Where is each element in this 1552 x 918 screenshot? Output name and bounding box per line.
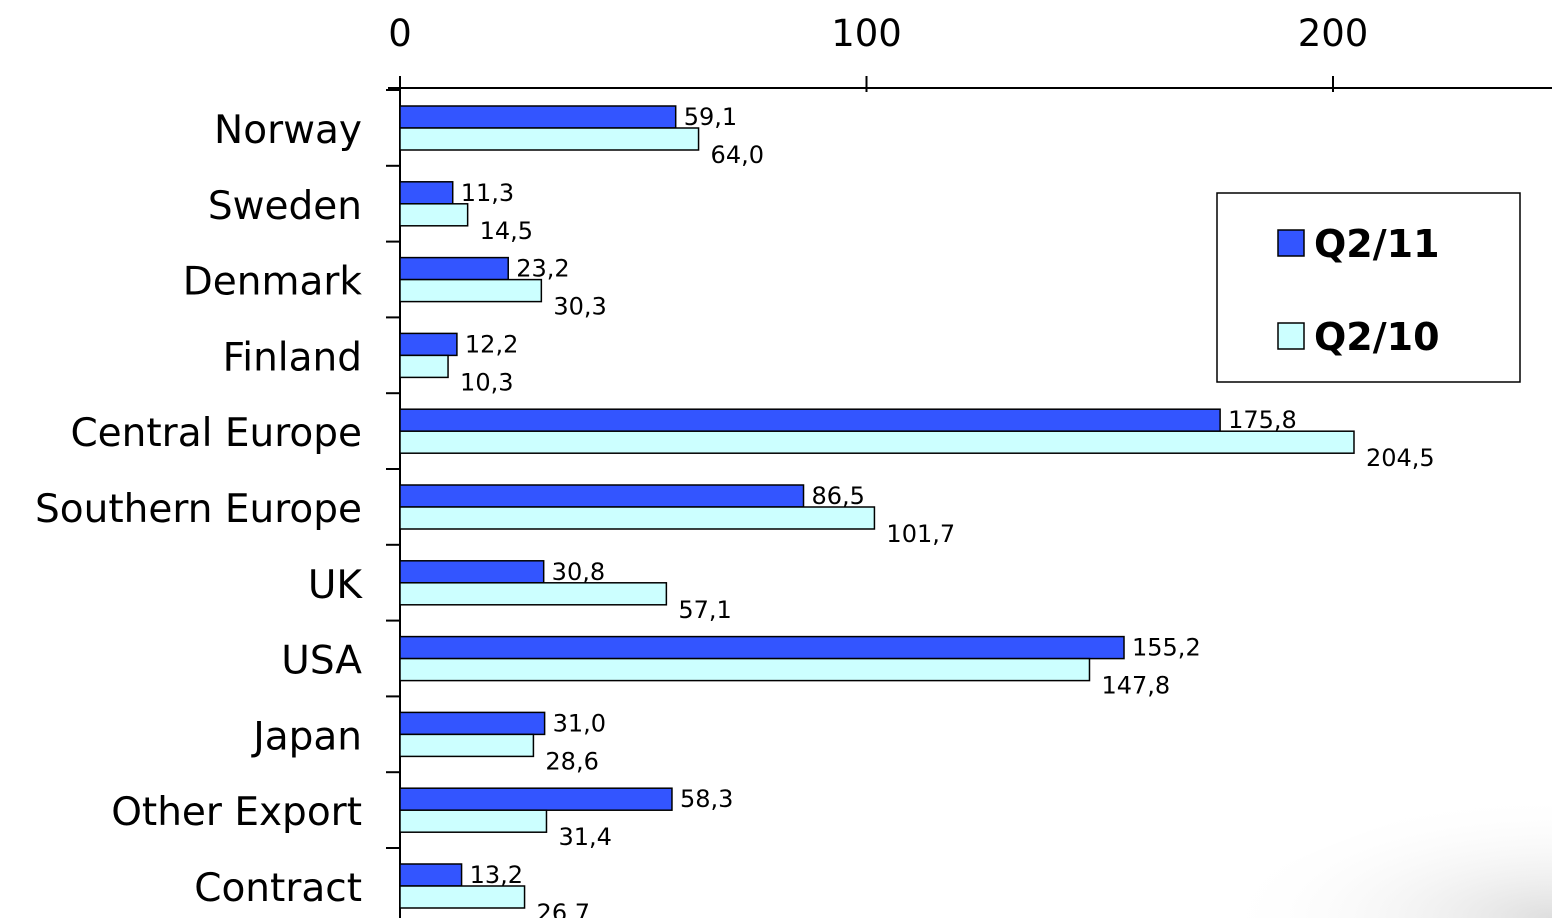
category-label-norway: Norway	[214, 108, 362, 153]
x-tick-label: 200	[1298, 12, 1369, 55]
category-label-usa: USA	[281, 639, 362, 684]
category-label-finland: Finland	[223, 335, 362, 380]
value-label-q2-10-contract: 26,7	[537, 899, 590, 918]
category-label-contract: Contract	[194, 866, 362, 911]
bar-q2-10-southern-europe	[399, 506, 876, 530]
bar-q2-11-sweden	[399, 181, 454, 205]
value-label-q2-11-contract: 13,2	[470, 861, 523, 889]
value-label-q2-10-japan: 28,6	[545, 747, 598, 775]
bar-q2-11-contract	[399, 863, 463, 887]
bar-q2-10-japan	[399, 733, 535, 758]
bar-q2-10-usa	[399, 657, 1091, 682]
value-label-q2-10-other-export: 31,4	[558, 823, 611, 851]
bar-q2-10-other-export	[399, 809, 548, 833]
bar-q2-11-norway	[399, 105, 677, 129]
value-label-q2-10-central-europe: 204,5	[1366, 444, 1435, 472]
category-label-southern-europe: Southern Europe	[35, 487, 362, 532]
bar-q2-11-finland	[399, 332, 458, 357]
bar-q2-11-denmark	[399, 256, 509, 281]
background-swoosh	[1180, 780, 1552, 918]
category-label-japan: Japan	[250, 714, 362, 759]
bar-q2-10-sweden	[399, 203, 469, 227]
value-label-q2-10-southern-europe: 101,7	[886, 520, 955, 548]
value-label-q2-10-norway: 64,0	[711, 141, 764, 169]
value-label-q2-11-other-export: 58,3	[680, 785, 733, 813]
value-label-q2-11-denmark: 23,2	[516, 255, 569, 283]
legend-swatch-q2-10	[1277, 322, 1305, 350]
value-label-q2-10-denmark: 30,3	[553, 293, 606, 321]
bar-q2-10-contract	[399, 885, 526, 909]
value-label-q2-11-norway: 59,1	[684, 103, 737, 131]
category-label-denmark: Denmark	[183, 260, 363, 305]
category-label-other-export: Other Export	[111, 790, 362, 835]
bar-q2-10-uk	[399, 582, 668, 606]
value-label-q2-10-usa: 147,8	[1101, 672, 1170, 700]
bar-q2-11-japan	[399, 711, 546, 736]
value-label-q2-11-sweden: 11,3	[461, 179, 514, 207]
bar-q2-11-uk	[399, 560, 545, 584]
value-label-q2-10-finland: 10,3	[460, 368, 513, 396]
bar-q2-10-central-europe	[399, 430, 1355, 454]
value-label-q2-11-usa: 155,2	[1132, 634, 1201, 662]
x-tick-label: 0	[388, 12, 412, 55]
category-label-central-europe: Central Europe	[70, 411, 362, 456]
category-label-sweden: Sweden	[208, 184, 362, 229]
value-label-q2-10-uk: 57,1	[678, 596, 731, 624]
legend-swatch-q2-11	[1277, 229, 1305, 257]
value-label-q2-11-uk: 30,8	[552, 558, 605, 586]
bar-q2-11-other-export	[399, 787, 673, 811]
bar-q2-11-usa	[399, 635, 1125, 660]
x-tick-label: 100	[831, 12, 902, 55]
legend-label-q2-11: Q2/11	[1314, 222, 1440, 266]
bar-q2-11-southern-europe	[399, 484, 805, 508]
value-label-q2-11-southern-europe: 86,5	[812, 482, 865, 510]
bar-q2-10-finland	[399, 354, 449, 379]
legend-label-q2-10: Q2/10	[1314, 315, 1440, 359]
value-label-q2-11-japan: 31,0	[553, 709, 606, 737]
bar-q2-10-denmark	[399, 278, 543, 303]
value-label-q2-10-sweden: 14,5	[480, 217, 533, 245]
bar-q2-10-norway	[399, 127, 700, 151]
value-label-q2-11-central-europe: 175,8	[1228, 406, 1297, 434]
legend-box	[1216, 192, 1521, 383]
value-label-q2-11-finland: 12,2	[465, 330, 518, 358]
bar-q2-11-central-europe	[399, 408, 1221, 432]
category-label-uk: UK	[308, 563, 364, 608]
